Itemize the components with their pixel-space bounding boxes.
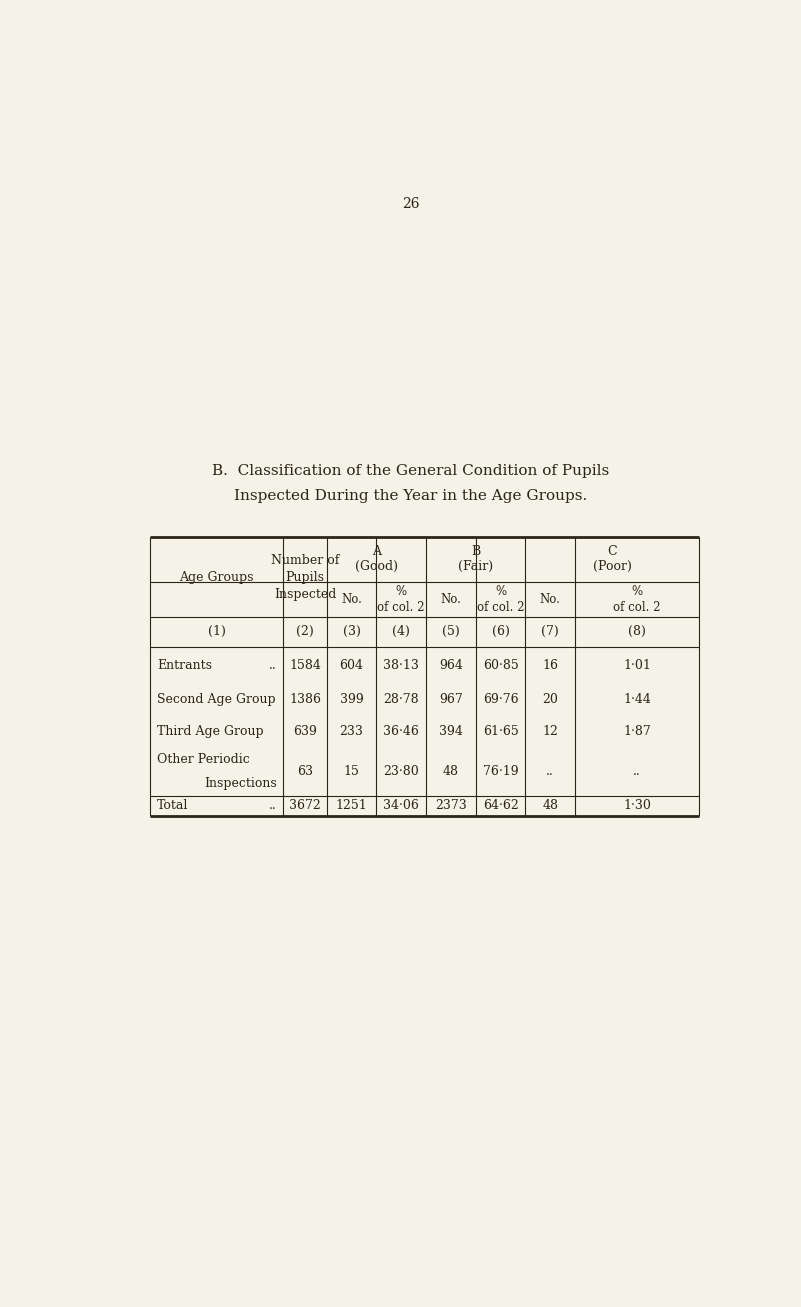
Text: Entrants: Entrants	[157, 659, 212, 672]
Text: 1·01: 1·01	[623, 659, 651, 672]
Text: 28·78: 28·78	[384, 693, 419, 706]
Text: 48: 48	[443, 765, 459, 778]
Text: Other Periodic: Other Periodic	[157, 753, 250, 766]
Text: 1·44: 1·44	[623, 693, 651, 706]
Text: 1·30: 1·30	[623, 800, 651, 813]
Text: 15: 15	[344, 765, 360, 778]
Text: Third Age Group: Third Age Group	[157, 725, 264, 738]
Text: C
(Poor): C (Poor)	[593, 545, 632, 574]
Text: B.  Classification of the General Condition of Pupils: B. Classification of the General Conditi…	[212, 464, 609, 478]
Text: Second Age Group: Second Age Group	[157, 693, 276, 706]
Text: (3): (3)	[343, 625, 360, 638]
Text: (6): (6)	[492, 625, 509, 638]
Text: 639: 639	[293, 725, 317, 738]
Text: 36·46: 36·46	[383, 725, 419, 738]
Text: 60·85: 60·85	[483, 659, 518, 672]
Text: ..: ..	[634, 765, 641, 778]
Text: 26: 26	[402, 197, 419, 212]
Text: 20: 20	[542, 693, 558, 706]
Text: Inspections: Inspections	[204, 778, 277, 791]
Text: 63: 63	[297, 765, 313, 778]
Text: 399: 399	[340, 693, 364, 706]
Text: 64·62: 64·62	[483, 800, 518, 813]
Text: 967: 967	[439, 693, 463, 706]
Text: %
of col. 2: % of col. 2	[614, 584, 661, 614]
Text: (8): (8)	[628, 625, 646, 638]
Text: 1251: 1251	[336, 800, 368, 813]
Text: (1): (1)	[207, 625, 225, 638]
Text: Total: Total	[157, 800, 188, 813]
Text: 23·80: 23·80	[384, 765, 419, 778]
Text: 2373: 2373	[435, 800, 467, 813]
Text: 394: 394	[439, 725, 463, 738]
Text: 34·06: 34·06	[383, 800, 419, 813]
Text: 38·13: 38·13	[383, 659, 419, 672]
Text: 61·65: 61·65	[483, 725, 518, 738]
Text: Age Groups: Age Groups	[179, 571, 254, 583]
Text: 12: 12	[542, 725, 558, 738]
Text: (5): (5)	[442, 625, 460, 638]
Text: %
of col. 2: % of col. 2	[477, 584, 525, 614]
Text: 233: 233	[340, 725, 364, 738]
Text: Inspected During the Year in the Age Groups.: Inspected During the Year in the Age Gro…	[234, 489, 587, 503]
Text: No.: No.	[341, 592, 362, 605]
Text: ..: ..	[269, 659, 277, 672]
Text: 964: 964	[439, 659, 463, 672]
Text: 76·19: 76·19	[483, 765, 518, 778]
Text: No.: No.	[540, 592, 561, 605]
Text: (4): (4)	[392, 625, 410, 638]
Text: (7): (7)	[541, 625, 559, 638]
Text: 1386: 1386	[289, 693, 321, 706]
Text: (2): (2)	[296, 625, 314, 638]
Text: No.: No.	[441, 592, 461, 605]
Text: A
(Good): A (Good)	[355, 545, 398, 574]
Text: 1·87: 1·87	[623, 725, 651, 738]
Text: %
of col. 2: % of col. 2	[377, 584, 425, 614]
Text: 1584: 1584	[289, 659, 321, 672]
Text: ..: ..	[269, 800, 277, 813]
Text: 48: 48	[542, 800, 558, 813]
Text: Number of
Pupils
Inspected: Number of Pupils Inspected	[271, 553, 339, 600]
Text: 69·76: 69·76	[483, 693, 518, 706]
Text: 3672: 3672	[289, 800, 321, 813]
Text: ..: ..	[546, 765, 554, 778]
Text: 604: 604	[340, 659, 364, 672]
Text: B
(Fair): B (Fair)	[458, 545, 493, 574]
Text: 16: 16	[542, 659, 558, 672]
